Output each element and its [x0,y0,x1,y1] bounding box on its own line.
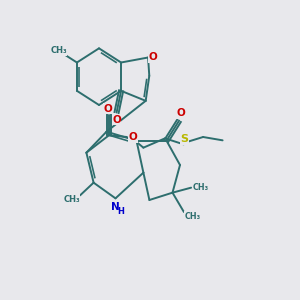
Text: CH₃: CH₃ [50,46,67,55]
Text: O: O [112,115,121,125]
Text: S: S [180,134,188,144]
Text: O: O [104,104,113,114]
Text: N: N [111,202,120,212]
Text: CH₃: CH₃ [63,195,80,204]
Text: CH₃: CH₃ [184,212,200,220]
Text: O: O [176,108,185,118]
Text: O: O [149,52,158,62]
Text: O: O [128,132,137,142]
Text: H: H [118,207,124,216]
Text: CH₃: CH₃ [193,183,209,192]
